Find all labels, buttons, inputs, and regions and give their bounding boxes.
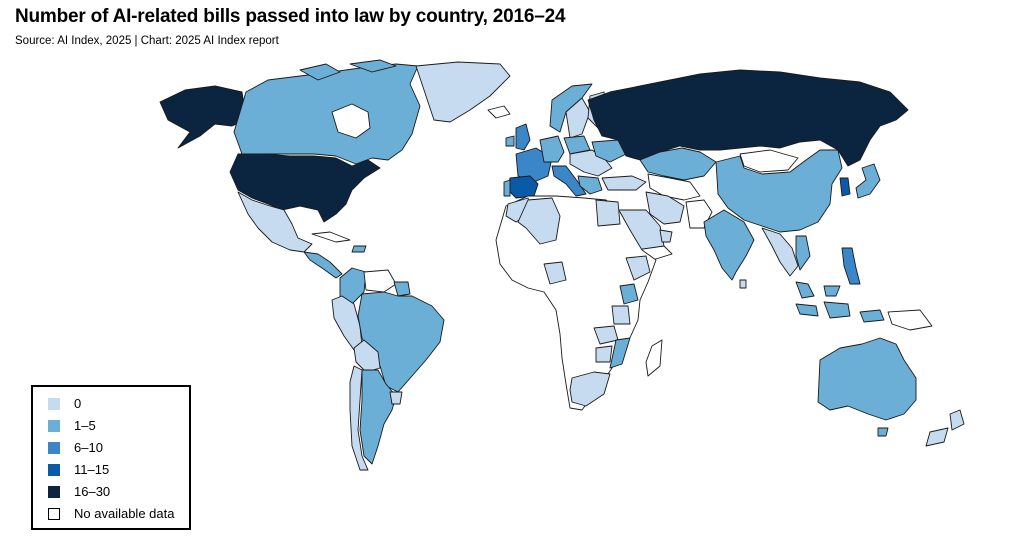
legend-swatch xyxy=(48,442,60,454)
country-chile xyxy=(349,365,369,471)
legend-swatch xyxy=(48,486,60,498)
country-venezuela xyxy=(363,269,397,293)
country-united-kingdom xyxy=(515,123,531,151)
country-germany xyxy=(539,135,565,163)
region-alaska xyxy=(159,85,247,149)
country-zimbabwe xyxy=(595,345,613,363)
country-iceland xyxy=(487,105,511,119)
world-choropleth-map xyxy=(159,59,965,471)
legend-label: 0 xyxy=(74,396,82,411)
map-legend: 0 1–5 6–10 11–15 16–30 No available data xyxy=(31,385,191,530)
country-nigeria xyxy=(543,261,567,285)
arctic-islands xyxy=(299,59,397,81)
legend-label: No available data xyxy=(74,506,175,521)
country-indonesia xyxy=(795,301,885,323)
country-south-korea xyxy=(839,177,851,197)
country-kenya xyxy=(619,283,639,305)
country-ethiopia xyxy=(625,255,651,281)
country-philippines xyxy=(841,247,861,285)
country-argentina xyxy=(359,369,397,465)
country-mozambique xyxy=(609,337,631,369)
legend-swatch xyxy=(48,398,60,410)
country-kazakhstan xyxy=(639,147,717,181)
country-tanzania xyxy=(611,305,631,325)
country-bolivia xyxy=(353,339,381,373)
country-colombia xyxy=(339,267,367,305)
legend-label: 6–10 xyxy=(74,440,103,455)
country-portugal xyxy=(503,179,511,197)
country-algeria xyxy=(517,197,561,245)
country-peru xyxy=(331,295,363,351)
country-egypt xyxy=(595,199,621,227)
country-mongolia xyxy=(739,149,799,173)
country-italy xyxy=(551,165,587,197)
country-sweden xyxy=(565,97,591,139)
country-spain xyxy=(507,175,539,199)
country-papua-new-guinea xyxy=(887,309,933,331)
country-russia xyxy=(587,69,909,167)
legend-label: 16–30 xyxy=(74,484,111,499)
country-cuba xyxy=(311,231,351,243)
country-india xyxy=(703,209,755,281)
country-ireland xyxy=(505,135,515,147)
country-tasmania xyxy=(877,427,889,437)
country-australia xyxy=(817,337,917,421)
country-mexico xyxy=(237,191,313,253)
legend-label: 11–15 xyxy=(74,462,110,477)
central-asia xyxy=(647,173,701,201)
legend-swatch xyxy=(48,508,60,520)
country-china xyxy=(715,149,843,233)
country-vietnam xyxy=(795,235,811,271)
country-south-africa xyxy=(569,371,611,407)
legend-swatch xyxy=(48,464,60,476)
country-turkey xyxy=(601,175,647,191)
balkans xyxy=(577,175,603,195)
country-uruguay xyxy=(389,391,403,405)
chart-source: Source: AI Index, 2025 | Chart: 2025 AI … xyxy=(15,35,279,47)
central-america xyxy=(303,251,343,279)
southeast-asia xyxy=(761,227,799,277)
country-malaysia xyxy=(795,281,841,299)
hudson-bay xyxy=(331,103,371,139)
country-canada xyxy=(233,63,421,165)
country-japan xyxy=(855,163,881,199)
country-ukraine xyxy=(591,139,627,163)
legend-swatch xyxy=(48,420,60,432)
country-sri-lanka xyxy=(739,279,747,289)
legend-label: 1–5 xyxy=(74,418,96,433)
caribbean-islands xyxy=(351,245,367,253)
country-new-zealand xyxy=(925,409,965,447)
country-united-states xyxy=(229,153,381,223)
country-guianas xyxy=(393,281,411,297)
chart-title: Number of AI-related bills passed into l… xyxy=(15,6,566,27)
country-greenland xyxy=(415,61,511,123)
country-madagascar xyxy=(645,339,663,377)
country-uae xyxy=(659,229,673,243)
